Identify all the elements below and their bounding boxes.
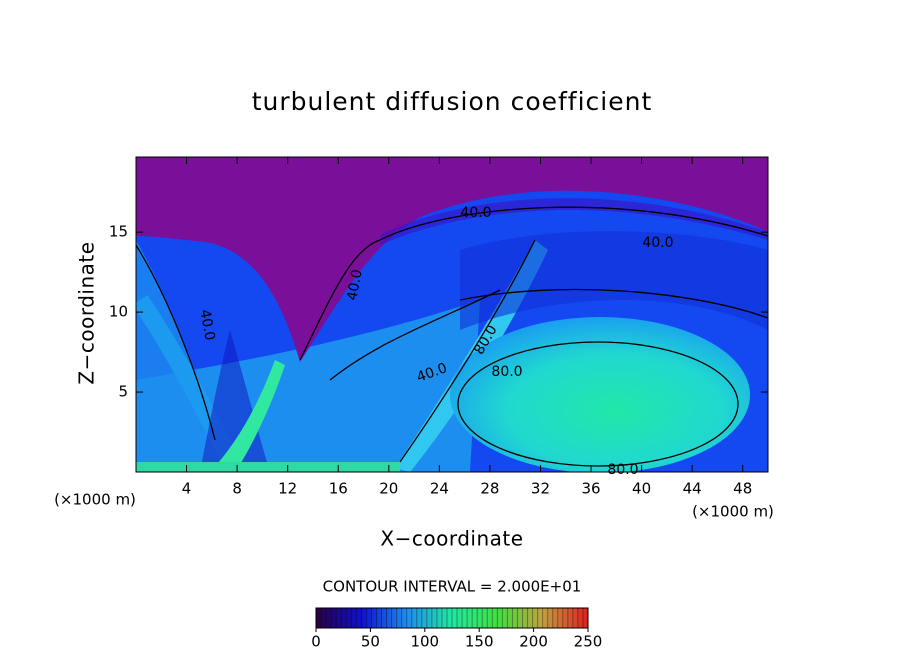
x-tick-label: 16 — [329, 480, 348, 498]
x-tick-label: 12 — [278, 480, 297, 498]
x-tick-label: 8 — [232, 480, 242, 498]
x-unit-label: (×1000 m) — [692, 503, 774, 521]
y-tick-label: 5 — [118, 383, 128, 401]
contour-label: 40.0 — [196, 308, 217, 341]
y-axis-label: Z−coordinate — [75, 241, 99, 384]
contour-label: 40.0 — [344, 268, 365, 301]
x-unit-label: (×1000 m) — [54, 491, 136, 509]
x-tick-label: 4 — [182, 480, 192, 498]
colorbar — [315, 607, 589, 629]
colorbar-tick-label: 0 — [311, 633, 321, 651]
x-tick-label: 44 — [683, 480, 702, 498]
x-tick-label: 40 — [632, 480, 651, 498]
contour-label: 40.0 — [460, 205, 491, 221]
x-tick-label: 36 — [581, 480, 600, 498]
plot-frame — [135, 156, 769, 473]
contour-label: 40.0 — [642, 235, 673, 251]
x-tick-label: 20 — [379, 480, 398, 498]
y-tick-label: 15 — [109, 223, 128, 241]
x-tick-label: 32 — [531, 480, 550, 498]
colorbar-tick-label: 150 — [465, 633, 494, 651]
x-tick-label: 24 — [430, 480, 449, 498]
colorbar-tick-label: 200 — [519, 633, 548, 651]
colorbar-tick-label: 250 — [574, 633, 603, 651]
x-axis-label: X−coordinate — [380, 527, 523, 551]
colorbar-tick-label: 50 — [361, 633, 380, 651]
chart-title: turbulent diffusion coefficient — [252, 87, 653, 116]
contour-field — [136, 157, 768, 472]
contour-interval: CONTOUR INTERVAL = 2.000E+01 — [323, 578, 582, 596]
x-tick-label: 48 — [733, 480, 752, 498]
colorbar-tick-label: 100 — [410, 633, 439, 651]
contour-label: 80.0 — [607, 462, 638, 478]
y-tick-label: 10 — [109, 303, 128, 321]
x-tick-label: 28 — [480, 480, 499, 498]
contour-label: 80.0 — [491, 364, 522, 380]
